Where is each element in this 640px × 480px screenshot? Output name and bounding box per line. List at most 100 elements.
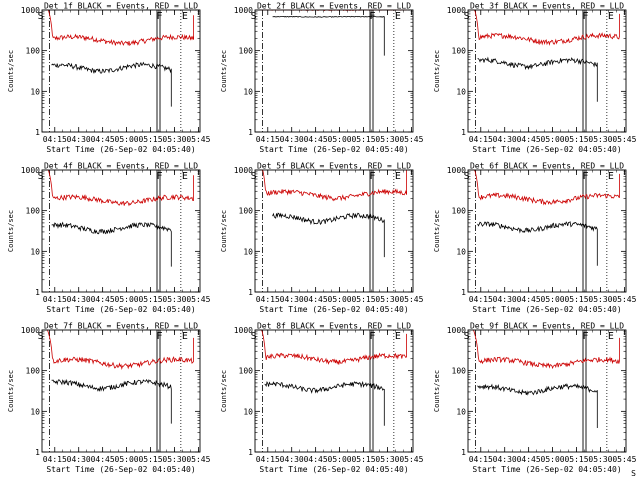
x-tick-label: 05:15 <box>138 295 162 304</box>
corner-label: S <box>631 469 636 478</box>
marker-label-s: S <box>251 171 257 182</box>
marker-label-e: E <box>608 331 614 342</box>
x-tick-label: 04:15 <box>469 455 493 464</box>
lld-series-line <box>46 329 194 371</box>
marker-label-s: S <box>251 11 257 22</box>
x-tick-label: 04:45 <box>91 455 115 464</box>
y-tick-label: 100 <box>239 207 254 216</box>
y-tick-label: 100 <box>452 367 467 376</box>
y-axis-label: Counts/sec <box>7 370 15 412</box>
x-tick-label: 04:45 <box>91 295 115 304</box>
x-tick-label: 04:30 <box>280 295 304 304</box>
panel-title: Det 7f BLACK = Events, RED = LLD <box>44 322 198 331</box>
x-axis-label: Start Time (26-Sep-02 04:05:40) <box>472 145 621 154</box>
plot-frame <box>254 329 414 453</box>
x-tick-label: 05:00 <box>541 295 565 304</box>
x-tick-label: 04:15 <box>256 455 280 464</box>
marker-label-s: S <box>464 11 470 22</box>
marker-label-f: F <box>583 171 589 182</box>
marker-label-s: S <box>38 171 44 182</box>
x-tick-label: 05:00 <box>541 455 565 464</box>
panel-7: Det 7f BLACK = Events, RED = LLD Counts/s… <box>7 322 211 475</box>
marker-label-e: E <box>395 331 401 342</box>
marker-label-s: S <box>38 331 44 342</box>
x-tick-label: 05:45 <box>186 135 210 144</box>
panel-title: Det 1f BLACK = Events, RED = LLD <box>44 2 198 11</box>
x-tick-label: 05:00 <box>115 135 139 144</box>
x-tick-label: 05:15 <box>351 295 375 304</box>
lld-series-line <box>259 329 407 365</box>
x-axis-label: Start Time (26-Sep-02 04:05:40) <box>259 305 408 314</box>
x-tick-label: 04:45 <box>304 295 328 304</box>
x-tick-label: 05:45 <box>186 295 210 304</box>
y-tick-label: 1000 <box>447 6 466 15</box>
x-tick-label: 05:45 <box>399 295 423 304</box>
panel-2: Det 2f BLACK = Events, RED = LLD Counts/s… <box>220 2 424 155</box>
x-tick-label: 05:30 <box>375 135 399 144</box>
x-tick-label: 04:30 <box>493 135 517 144</box>
panel-9: Det 9f BLACK = Events, RED = LLD Counts/s… <box>433 322 637 475</box>
plot-frame <box>41 329 201 453</box>
marker-label-s: S <box>464 331 470 342</box>
plot-frame <box>467 169 627 293</box>
lld-series-line <box>46 9 194 47</box>
x-tick-label: 04:45 <box>517 455 541 464</box>
x-tick-label: 04:30 <box>67 455 91 464</box>
events-series-line <box>272 212 385 258</box>
y-axis-label: Counts/sec <box>220 210 228 252</box>
x-tick-label: 05:00 <box>115 295 139 304</box>
events-series-line <box>477 383 598 428</box>
y-tick-label: 1 <box>35 128 40 137</box>
panel-title: Det 9f BLACK = Events, RED = LLD <box>470 322 624 331</box>
y-tick-label: 1 <box>35 288 40 297</box>
events-series-line <box>51 378 172 424</box>
plot-frame <box>467 9 627 133</box>
x-tick-label: 05:30 <box>162 295 186 304</box>
y-tick-label: 10 <box>243 87 253 96</box>
marker-label-f: F <box>157 11 163 22</box>
marker-label-e: E <box>182 11 188 22</box>
x-tick-label: 04:15 <box>43 135 67 144</box>
x-axis-label: Start Time (26-Sep-02 04:05:40) <box>46 465 195 474</box>
y-tick-label: 10 <box>456 87 466 96</box>
x-tick-label: 04:30 <box>280 455 304 464</box>
y-tick-label: 10 <box>243 407 253 416</box>
y-tick-label: 1 <box>248 448 253 457</box>
y-tick-label: 1000 <box>447 326 466 335</box>
events-series-line <box>272 15 385 56</box>
marker-label-f: F <box>157 171 163 182</box>
panel-6: Det 6f BLACK = Events, RED = LLD Counts/s… <box>433 162 637 315</box>
x-tick-label: 05:45 <box>612 295 636 304</box>
x-tick-label: 04:15 <box>43 295 67 304</box>
panel-4: Det 4f BLACK = Events, RED = LLD Counts/s… <box>7 162 211 315</box>
x-tick-label: 05:45 <box>399 135 423 144</box>
plot-frame <box>467 329 627 453</box>
marker-label-f: F <box>157 331 163 342</box>
y-tick-label: 1000 <box>234 326 253 335</box>
lld-series-line <box>46 169 194 207</box>
lld-series-line <box>472 329 620 370</box>
x-tick-label: 05:30 <box>162 455 186 464</box>
x-tick-label: 04:30 <box>493 295 517 304</box>
lld-series-line <box>472 9 620 46</box>
y-tick-label: 100 <box>452 207 467 216</box>
lld-series-line <box>472 169 620 206</box>
x-tick-label: 04:45 <box>517 135 541 144</box>
y-tick-label: 100 <box>26 47 41 56</box>
x-tick-label: 05:30 <box>375 455 399 464</box>
marker-label-e: E <box>395 11 401 22</box>
y-axis-label: Counts/sec <box>220 370 228 412</box>
x-tick-label: 05:15 <box>564 455 588 464</box>
y-tick-label: 1000 <box>234 6 253 15</box>
marker-label-f: F <box>583 331 589 342</box>
plot-frame <box>41 9 201 133</box>
x-tick-label: 05:00 <box>115 455 139 464</box>
x-tick-label: 05:00 <box>541 135 565 144</box>
y-tick-label: 1 <box>35 448 40 457</box>
x-tick-label: 05:15 <box>351 455 375 464</box>
y-tick-label: 100 <box>452 47 467 56</box>
marker-label-f: F <box>370 331 376 342</box>
panel-title: Det 6f BLACK = Events, RED = LLD <box>470 162 624 171</box>
panel-8: Det 8f BLACK = Events, RED = LLD Counts/s… <box>220 322 424 475</box>
